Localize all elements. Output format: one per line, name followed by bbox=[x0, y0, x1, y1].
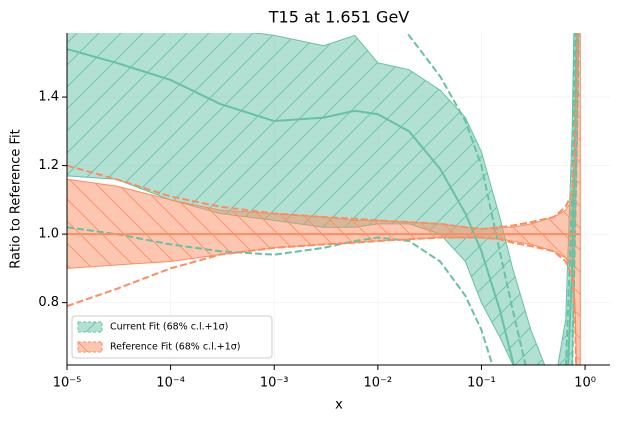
y-tick-label: 1.4 bbox=[38, 90, 59, 105]
legend-label: Reference Fit (68% c.l.+1σ) bbox=[110, 342, 241, 353]
legend-label: Current Fit (68% c.l.+1σ) bbox=[110, 322, 228, 333]
y-tick-label: 1.0 bbox=[38, 227, 59, 242]
sigma-line bbox=[67, 236, 578, 365]
y-tick-label: 0.8 bbox=[38, 295, 59, 310]
x-tick-label: 10⁻⁵ bbox=[53, 376, 82, 391]
plot-area bbox=[67, 33, 581, 365]
sigma-line bbox=[404, 33, 576, 365]
central-line bbox=[67, 33, 578, 365]
x-axis-label: x bbox=[335, 398, 343, 413]
x-tick-label: 10⁻⁴ bbox=[156, 376, 185, 391]
legend-hatch bbox=[78, 322, 102, 332]
y-tick-label: 1.2 bbox=[38, 158, 59, 173]
ticks: 10⁻⁵ 10⁻⁴ 10⁻³ 10⁻² 10⁻¹ 10⁰ 0.8 1.0 1.2 1.4 bbox=[38, 90, 596, 391]
x-tick-label: 10⁻¹ bbox=[467, 376, 496, 391]
band-hatch bbox=[67, 33, 579, 365]
legend-hatch bbox=[78, 342, 102, 352]
legend: Current Fit (68% c.l.+1σ) Reference Fit (… bbox=[71, 315, 273, 359]
chart-title: T15 at 1.651 GeV bbox=[268, 8, 410, 27]
sigma-line bbox=[67, 33, 580, 365]
x-tick-label: 10⁻² bbox=[364, 376, 393, 391]
x-tick-label: 10⁻³ bbox=[260, 376, 289, 391]
x-tick-label: 10⁰ bbox=[574, 376, 596, 391]
y-axis-label: Ratio to Reference Fit bbox=[9, 129, 24, 269]
sigma-line bbox=[67, 33, 579, 230]
legend-box bbox=[71, 315, 273, 359]
